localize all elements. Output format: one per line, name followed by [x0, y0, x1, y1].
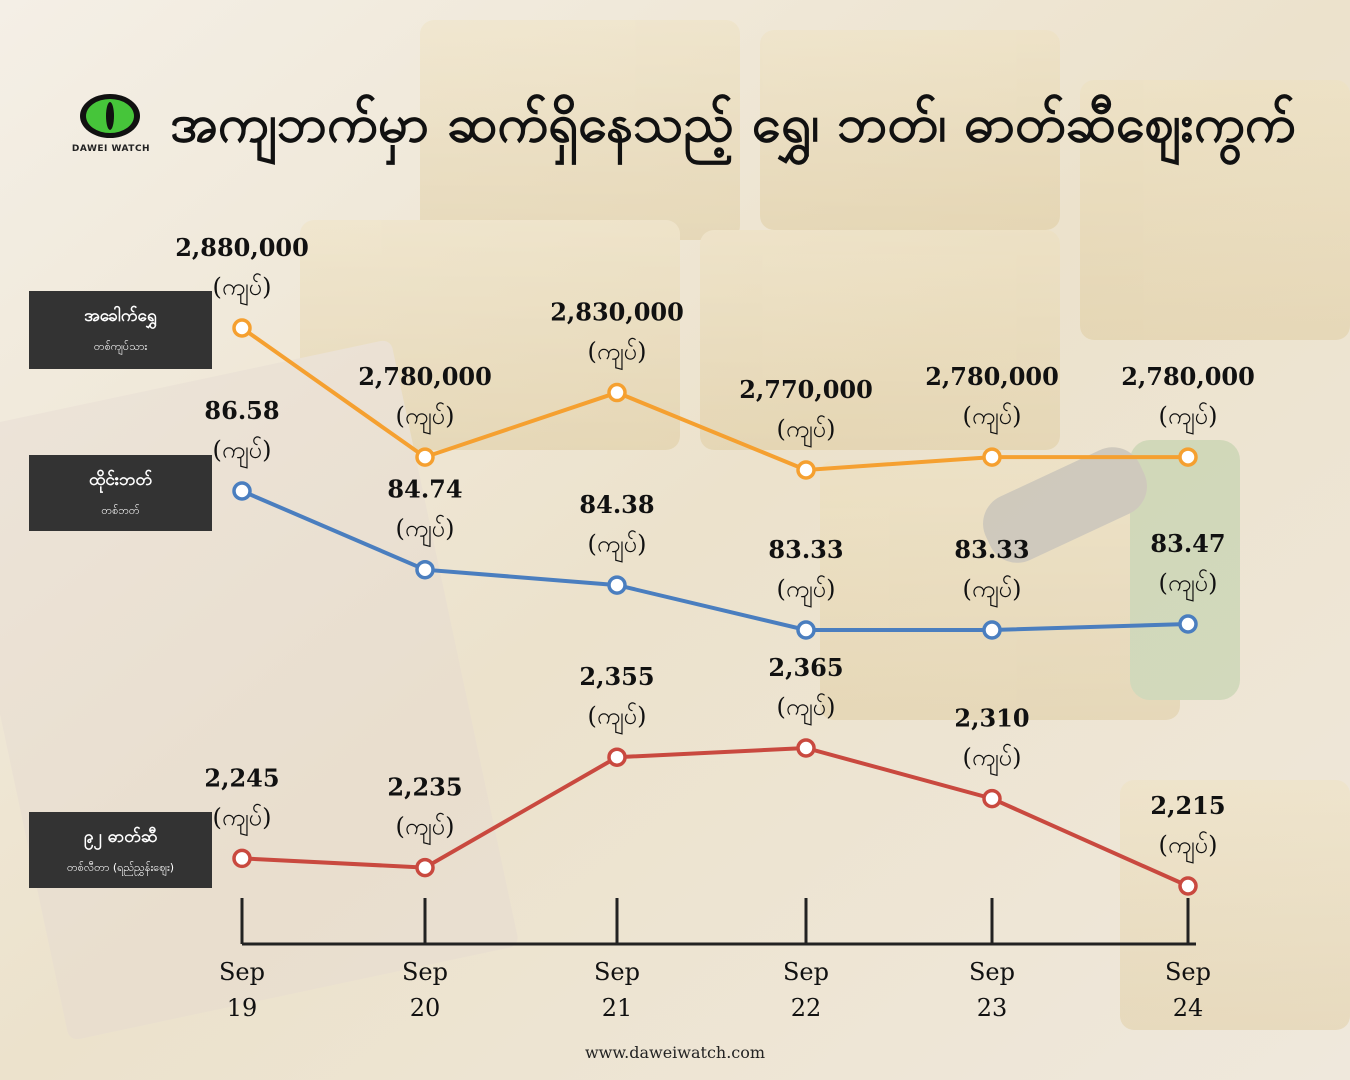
page-title: အကျဘက်မှာ ဆက်ရှိနေသည့် ရွှေ၊ ဘတ်၊ ဓာတ်ဆီ…: [170, 94, 1296, 154]
baht-currency-label-2: (ကျပ်): [588, 529, 647, 563]
x-tick-label-month-2: Sep: [594, 958, 640, 986]
baht-point-2: [607, 575, 627, 595]
baht-value-label-5: 83.47: [1150, 529, 1225, 558]
fuel-value-label-4: 2,310: [954, 704, 1029, 733]
baht-currency-label-3: (ကျပ်): [777, 574, 836, 608]
x-tick-label-month-5: Sep: [1165, 958, 1211, 986]
gold-value-label-0: 2,880,000: [175, 233, 309, 262]
x-tick-label-day-4: 23: [977, 994, 1008, 1022]
gold-point-1: [415, 447, 435, 467]
gold-value-label-5: 2,780,000: [1121, 362, 1255, 391]
fuel-point-5: [1178, 876, 1198, 896]
fuel-currency-label-2: (ကျပ်): [588, 701, 647, 735]
fuel-currency-label-3: (ကျပ်): [777, 692, 836, 726]
gold-currency-label-2: (ကျပ်): [588, 337, 647, 371]
x-tick-label-month-4: Sep: [969, 958, 1015, 986]
baht-point-1: [415, 559, 435, 580]
gold-point-3: [796, 460, 816, 480]
x-tick-label-day-5: 24: [1173, 994, 1204, 1022]
fuel-point-2: [607, 747, 627, 767]
logo-text: DAWEI WATCH: [71, 144, 151, 154]
gold-point-5: [1178, 447, 1198, 467]
legend-baht: ထိုင်းဘတ် တစ်ဘတ်: [29, 455, 212, 531]
baht-value-label-1: 84.74: [387, 475, 462, 504]
dawei-watch-logo: [80, 94, 140, 138]
baht-point-0: [232, 481, 252, 501]
fuel-point-3: [796, 738, 816, 758]
fuel-value-label-2: 2,355: [579, 662, 654, 691]
gold-value-label-3: 2,770,000: [739, 375, 873, 404]
legend-fuel-name: ၉၂ ဓာတ်ဆီ: [83, 827, 158, 847]
gold-currency-label-4: (ကျပ်): [963, 401, 1022, 435]
gold-value-label-2: 2,830,000: [550, 298, 684, 327]
fuel-currency-label-4: (ကျပ်): [963, 743, 1022, 777]
x-tick-label-day-0: 19: [227, 994, 258, 1022]
fuel-point-4: [982, 788, 1002, 809]
x-tick-label-month-1: Sep: [402, 958, 448, 986]
baht-value-label-0: 86.58: [204, 396, 279, 425]
fuel-currency-label-1: (ကျပ်): [396, 812, 455, 846]
baht-point-3: [796, 620, 816, 640]
baht-value-label-2: 84.38: [579, 490, 654, 519]
baht-currency-label-0: (ကျပ်): [213, 435, 272, 469]
baht-value-label-4: 83.33: [954, 535, 1029, 564]
gold-point-0: [232, 318, 252, 338]
fuel-point-1: [415, 857, 435, 878]
fuel-currency-label-5: (ကျပ်): [1159, 830, 1218, 864]
fuel-value-label-5: 2,215: [1150, 791, 1225, 820]
fuel-series-line: [241, 745, 1189, 888]
x-tick-label-month-3: Sep: [783, 958, 829, 986]
fuel-value-label-1: 2,235: [387, 773, 462, 802]
fuel-currency-label-0: (ကျပ်): [213, 802, 272, 836]
baht-currency-label-5: (ကျပ်): [1159, 568, 1218, 602]
gold-value-label-1: 2,780,000: [358, 362, 492, 391]
gold-currency-label-1: (ကျပ်): [396, 401, 455, 435]
baht-point-4: [982, 620, 1002, 640]
legend-baht-name: ထိုင်းဘတ်: [88, 470, 153, 490]
gold-point-2: [607, 382, 627, 403]
legend-gold-unit: တစ်ကျပ်သား: [93, 340, 148, 353]
baht-point-5: [1178, 614, 1198, 634]
gold-point-4: [982, 447, 1002, 467]
legend-baht-unit: တစ်ဘတ်: [101, 504, 140, 517]
x-tick-label-day-2: 21: [602, 994, 633, 1022]
x-tick-label-day-1: 20: [410, 994, 441, 1022]
gold-currency-label-5: (ကျပ်): [1159, 401, 1218, 435]
baht-currency-label-4: (ကျပ်): [963, 574, 1022, 608]
gold-currency-label-0: (ကျပ်): [213, 272, 272, 306]
gold-value-label-4: 2,780,000: [925, 362, 1059, 391]
footer-url: www.daweiwatch.com: [584, 1043, 766, 1062]
legend-gold: အခေါက်ရွှေ တစ်ကျပ်သား: [29, 291, 212, 369]
fuel-point-0: [232, 848, 252, 869]
fuel-value-label-3: 2,365: [768, 653, 843, 682]
fuel-value-label-0: 2,245: [204, 763, 279, 792]
baht-value-label-3: 83.33: [768, 535, 843, 564]
legend-gold-name: အခေါက်ရွှေ: [84, 306, 157, 326]
legend-fuel-unit: တစ်လီတာ (ရည်ညွှန်းဈေး): [66, 861, 175, 874]
gold-series-line: [240, 326, 1188, 473]
x-tick-label-day-3: 22: [791, 994, 822, 1022]
gold-currency-label-3: (ကျပ်): [777, 414, 836, 448]
baht-series-line: [241, 489, 1189, 632]
baht-currency-label-1: (ကျပ်): [396, 514, 455, 548]
legend-fuel: ၉၂ ဓာတ်ဆီ တစ်လီတာ (ရည်ညွှန်းဈေး): [29, 812, 212, 888]
x-tick-label-month-0: Sep: [219, 958, 265, 986]
